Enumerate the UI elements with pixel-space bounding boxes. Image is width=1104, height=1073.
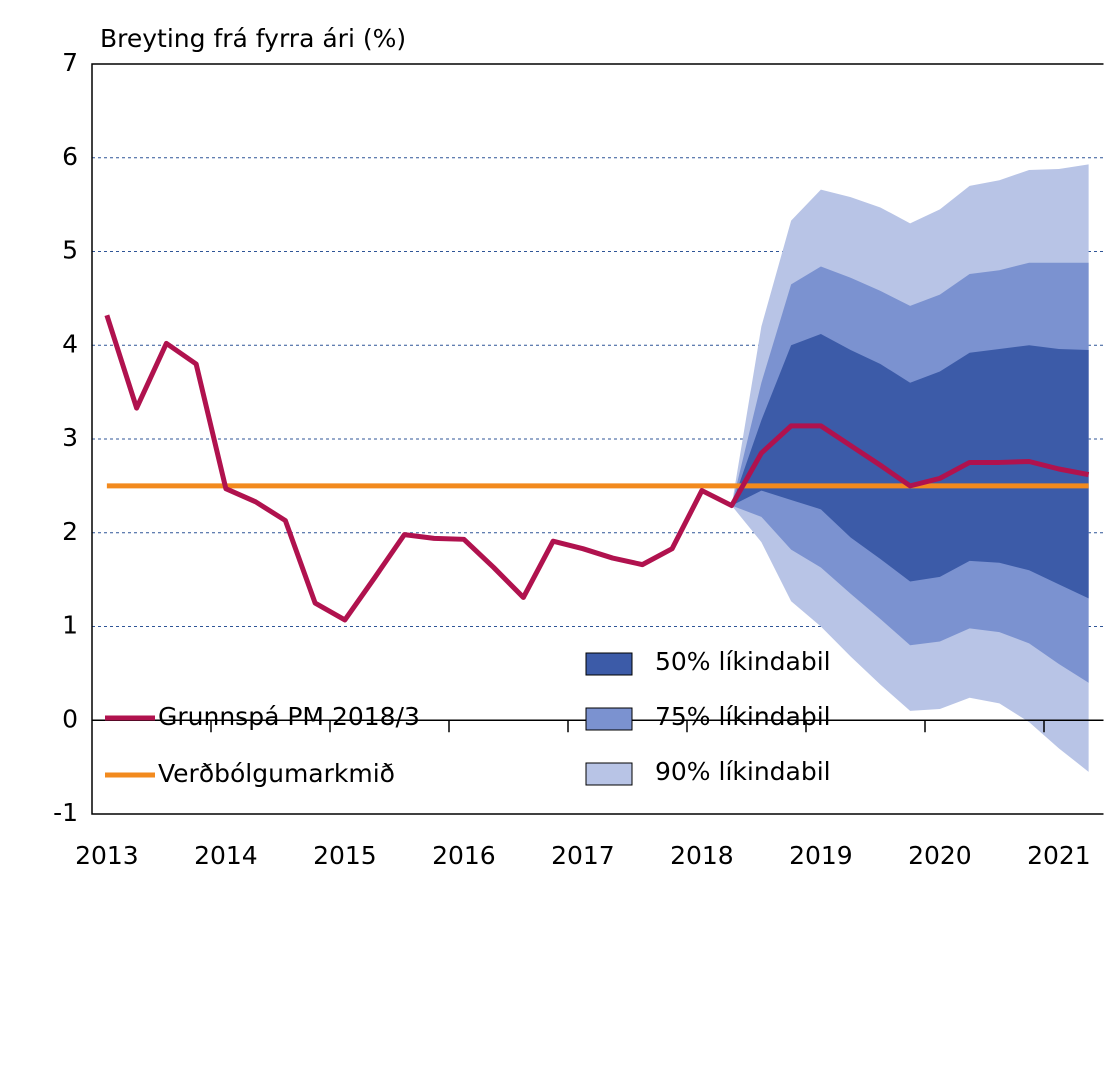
x-tick-label: 2021	[1027, 841, 1091, 870]
x-tick-label: 2017	[551, 841, 615, 870]
y-tick-label: 2	[62, 517, 78, 546]
y-tick-label: 0	[62, 704, 78, 733]
chart-title: Breyting frá fyrra ári (%)	[100, 24, 406, 53]
y-tick-label: 1	[62, 611, 78, 640]
x-tick-label: 2019	[789, 841, 853, 870]
y-tick-label: 5	[62, 236, 78, 265]
series-line	[104, 314, 1090, 623]
legend-swatch	[585, 652, 633, 676]
legend-label: 50% líkindabil	[655, 647, 831, 676]
legend-swatch	[585, 707, 633, 731]
legend-label: Grunnspá PM 2018/3	[158, 702, 420, 731]
x-tick-label: 2015	[313, 841, 377, 870]
y-tick-label: -1	[53, 798, 78, 827]
x-tick-label: 2014	[194, 841, 258, 870]
x-tick-label: 2018	[670, 841, 734, 870]
y-tick-label: 4	[62, 329, 78, 358]
legend-label: 75% líkindabil	[655, 702, 831, 731]
x-tick-label: 2016	[432, 841, 496, 870]
x-tick-label: 2020	[908, 841, 972, 870]
legend-swatch	[585, 762, 633, 786]
legend-label: Verðbólgumarkmið	[158, 759, 395, 788]
plot-frame	[91, 63, 1104, 815]
fan-band	[731, 334, 1089, 599]
y-tick-label: 7	[62, 48, 78, 77]
y-tick-label: 6	[62, 142, 78, 171]
legend-label: 90% líkindabil	[655, 757, 831, 786]
x-tick-label: 2013	[75, 841, 139, 870]
y-tick-label: 3	[62, 423, 78, 452]
